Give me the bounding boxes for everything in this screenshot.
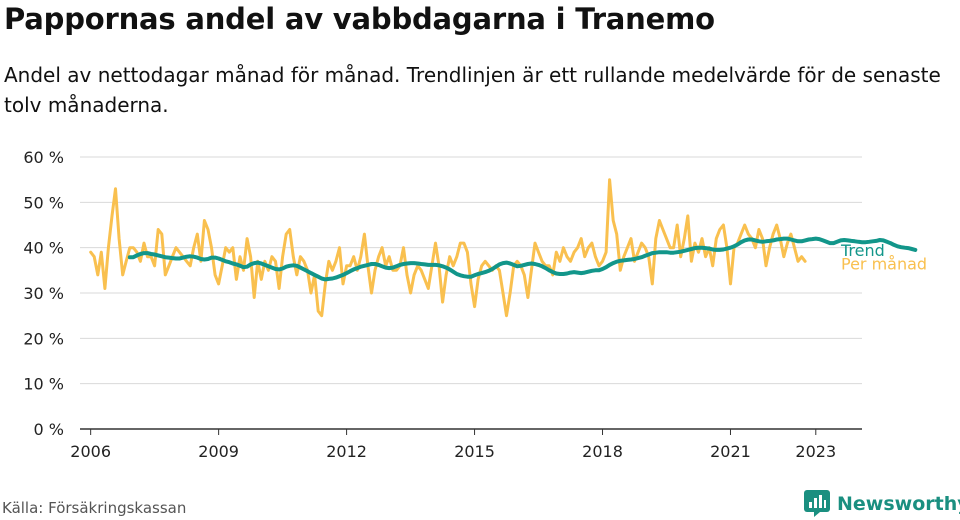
- x-tick-label: 2018: [582, 442, 623, 461]
- x-tick-label: 2006: [70, 442, 111, 461]
- y-axis: 0 % 10 % 20 % 30 % 40 % 50 % 60 %: [23, 148, 64, 439]
- chart-subtitle: Andel av nettodagar månad för månad. Tre…: [4, 63, 941, 117]
- chart-title: Pappornas andel av vabbdagarna i Tranemo: [4, 2, 715, 36]
- y-tick-label: 60 %: [23, 148, 64, 167]
- x-tick-label: 2015: [454, 442, 495, 461]
- y-tick-label: 30 %: [23, 284, 64, 303]
- y-tick-label: 40 %: [23, 239, 64, 258]
- series-line-trend: [127, 236, 918, 282]
- x-tick-label: 2012: [326, 442, 367, 461]
- y-tick-label: 0 %: [34, 420, 64, 439]
- y-tick-label: 50 %: [23, 193, 64, 212]
- newsworthy-logo-icon: [804, 490, 830, 517]
- brand-logo[interactable]: Newsworthy: [804, 489, 960, 519]
- series-label-trend: Trend: [840, 241, 885, 260]
- x-tick-label: 2009: [198, 442, 239, 461]
- source-note: Källa: Försäkringskassan: [2, 499, 187, 517]
- y-tick-label: 20 %: [23, 329, 64, 348]
- x-tick-label: 2021: [710, 442, 751, 461]
- x-axis: 2006 2009 2012 2015 2018 2021 2023: [70, 428, 862, 461]
- chart-gridlines: [80, 156, 862, 385]
- y-tick-label: 10 %: [23, 375, 64, 394]
- chart-series: [89, 178, 918, 318]
- series-label-per-manad: Per månad: [841, 254, 927, 273]
- line-chart: 0 % 10 % 20 % 30 % 40 % 50 % 60 % 2006 2009 2012…: [23, 148, 927, 461]
- series-line-per-manad: [89, 178, 807, 318]
- x-tick-label: 2023: [795, 442, 836, 461]
- brand-name: Newsworthy: [837, 493, 960, 515]
